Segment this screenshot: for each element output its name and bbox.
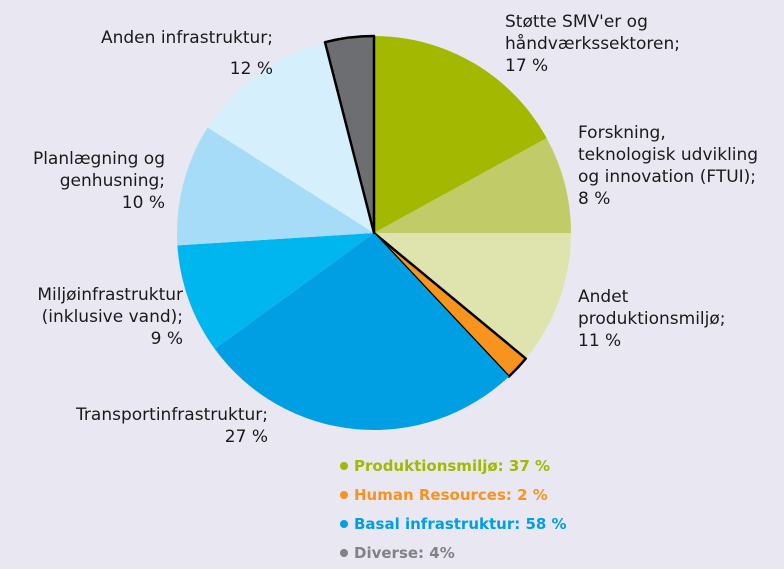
legend-label: Diverse: 4%	[354, 544, 455, 562]
pie-slice	[207, 42, 374, 233]
pie-slice	[323, 34, 376, 235]
legend-label: Produktionsmiljø: 37 %	[354, 457, 550, 475]
legend-label: Human Resources: 2 %	[354, 486, 548, 504]
legend-bullet	[340, 520, 348, 528]
legend-bullet	[340, 549, 348, 557]
pie-slice	[372, 231, 528, 378]
pie-slice	[374, 36, 547, 233]
slice-value: 27 %	[225, 427, 268, 447]
slice-label: Transportinfrastruktur;	[75, 405, 268, 425]
slice-value: 8 %	[578, 189, 610, 209]
pie-slice	[177, 233, 374, 349]
legend-bullet	[340, 491, 348, 499]
slice-label: Anden infrastruktur;	[101, 28, 273, 48]
pie-slice	[374, 233, 572, 359]
legend-label: Basal infrastruktur: 58 %	[354, 515, 567, 533]
pie-slice	[214, 233, 509, 430]
slice-label: Planlægning og genhusning;	[33, 149, 165, 191]
slice-value: 11 %	[578, 331, 621, 351]
slice-value: 9 %	[151, 329, 183, 349]
slice-label: Støtte SMV'er og håndværkssektoren;	[505, 12, 680, 54]
slice-label: Miljøinfrastruktur (inklusive vand);	[37, 285, 183, 327]
legend-bullet	[340, 462, 348, 470]
slice-label: Andet produktionsmiljø;	[578, 287, 726, 329]
slice-value: 17 %	[505, 56, 548, 76]
pie-slice	[177, 127, 374, 246]
slice-value: 10 %	[122, 193, 165, 213]
pie-slice	[374, 138, 571, 233]
slice-value: 12 %	[230, 59, 273, 79]
slice-label: Forskning, teknologisk udvikling og innova…	[578, 123, 758, 187]
